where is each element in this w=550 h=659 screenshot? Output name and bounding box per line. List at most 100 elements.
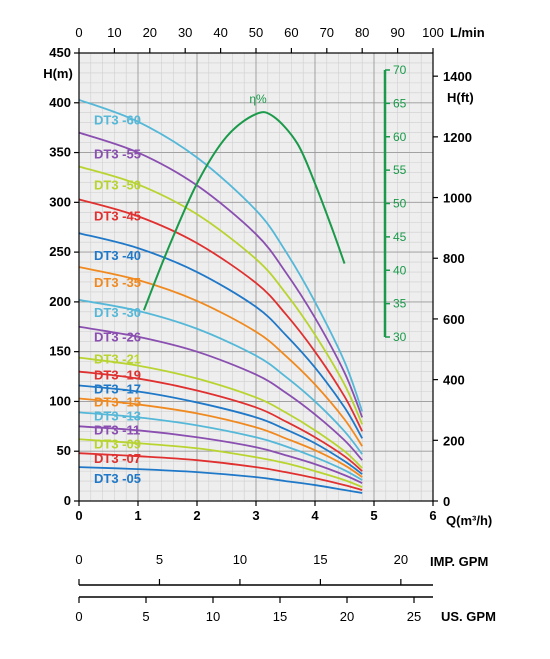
y-tick-label: 100 <box>49 393 71 408</box>
series-label: DT3 -50 <box>94 177 141 192</box>
series-label: DT3 -26 <box>94 330 141 345</box>
efficiency-tick-label: 40 <box>393 263 407 277</box>
efficiency-tick-label: 60 <box>393 130 407 144</box>
x-tick-label: 2 <box>193 508 200 523</box>
y-tick-label: 450 <box>49 45 71 60</box>
top-tick-label: 30 <box>178 25 192 40</box>
series-line <box>78 438 363 488</box>
efficiency-tick-label: 30 <box>393 330 407 344</box>
us-gpm-tick-label: 10 <box>206 609 220 624</box>
efficiency-tick-label: 55 <box>393 163 407 177</box>
series-line <box>78 165 364 425</box>
imp-gpm-tick-label: 0 <box>75 552 82 567</box>
series-line <box>78 370 363 472</box>
series-label: DT3 -15 <box>94 394 141 409</box>
series-label: DT3 -17 <box>94 381 141 396</box>
top-axis-title: L/min <box>450 25 485 40</box>
us-gpm-tick-label: 25 <box>407 609 421 624</box>
series-label: DT3 -40 <box>94 248 141 263</box>
right-tick-label: 800 <box>443 251 465 266</box>
top-tick-label: 70 <box>320 25 334 40</box>
x-tick-label: 0 <box>75 508 82 523</box>
x-axis-title: Q(m³/h) <box>446 513 492 528</box>
top-tick-label: 10 <box>107 25 121 40</box>
top-tick-label: 0 <box>75 25 82 40</box>
efficiency-curve <box>142 111 346 311</box>
series-line <box>78 198 364 432</box>
us-gpm-title: US. GPM <box>441 609 496 624</box>
series-label: DT3 -19 <box>94 368 141 383</box>
right-tick-label: 200 <box>443 433 465 448</box>
right-tick-label: 600 <box>443 312 465 327</box>
top-tick-label: 40 <box>213 25 227 40</box>
series-label: DT3 -30 <box>94 305 141 320</box>
series-label: DT3 -09 <box>94 436 141 451</box>
y-tick-label: 400 <box>49 95 71 110</box>
efficiency-tick-label: 35 <box>393 297 407 311</box>
imp-gpm-tick-label: 10 <box>233 552 247 567</box>
right-tick-label: 400 <box>443 373 465 388</box>
series-label: DT3 -13 <box>94 408 141 423</box>
top-tick-label: 20 <box>143 25 157 40</box>
series-line <box>78 131 364 418</box>
right-tick-label: 1200 <box>443 130 472 145</box>
x-tick-label: 5 <box>370 508 377 523</box>
y-tick-label: 350 <box>49 145 71 160</box>
series-layer <box>78 98 364 494</box>
right-tick-label: 0 <box>443 494 450 509</box>
top-tick-label: 80 <box>355 25 369 40</box>
series-line <box>78 384 363 475</box>
right-axis-title: H(ft) <box>447 90 474 105</box>
us-gpm-tick-label: 5 <box>142 609 149 624</box>
series-label: DT3 -45 <box>94 208 141 223</box>
imp-gpm-tick-label: 20 <box>394 552 408 567</box>
series-label: DT3 -21 <box>94 352 141 367</box>
x-tick-label: 4 <box>311 508 319 523</box>
x-tick-label: 6 <box>429 508 436 523</box>
x-tick-label: 3 <box>252 508 259 523</box>
us-gpm-tick-label: 0 <box>75 609 82 624</box>
right-tick-label: 1000 <box>443 191 472 206</box>
series-line <box>78 299 363 455</box>
series-label: DT3 -05 <box>94 471 141 486</box>
us-gpm-tick-label: 15 <box>273 609 287 624</box>
efficiency-tick-label: 50 <box>393 197 407 211</box>
y-tick-label: 250 <box>49 244 71 259</box>
right-tick-label: 1400 <box>443 69 472 84</box>
y-tick-label: 300 <box>49 194 71 209</box>
series-label: DT3 -07 <box>94 451 141 466</box>
y-tick-label: 150 <box>49 344 71 359</box>
y-tick-label: 50 <box>57 443 71 458</box>
series-line <box>78 466 363 494</box>
imp-gpm-tick-label: 15 <box>313 552 327 567</box>
top-tick-label: 50 <box>249 25 263 40</box>
series-line <box>78 266 363 447</box>
series-label: DT3 -35 <box>94 275 141 290</box>
series-line <box>78 397 363 478</box>
top-tick-label: 90 <box>390 25 404 40</box>
efficiency-tick-label: 70 <box>393 63 407 77</box>
series-line <box>78 325 363 461</box>
efficiency-tick-label: 65 <box>393 96 407 110</box>
imp-gpm-title: IMP. GPM <box>430 554 488 569</box>
top-tick-label: 100 <box>422 25 444 40</box>
series-label: DT3 -55 <box>94 147 141 162</box>
efficiency-layer: 30 35 40 45 50 55 60 65 70 <box>142 63 407 344</box>
series-line <box>78 232 363 439</box>
y-tick-label: 0 <box>64 493 71 508</box>
y-axis-title: H(m) <box>43 66 73 81</box>
x-tick-label: 1 <box>134 508 141 523</box>
series-line <box>78 452 363 491</box>
series-line <box>78 411 363 481</box>
y-tick-label: 200 <box>49 294 71 309</box>
series-label: DT3 -11 <box>94 422 140 437</box>
series-line <box>78 356 363 469</box>
efficiency-tick-label: 45 <box>393 230 407 244</box>
us-gpm-tick-label: 20 <box>340 609 354 624</box>
series-label: DT3 -60 <box>94 113 141 128</box>
series-line <box>78 425 363 484</box>
